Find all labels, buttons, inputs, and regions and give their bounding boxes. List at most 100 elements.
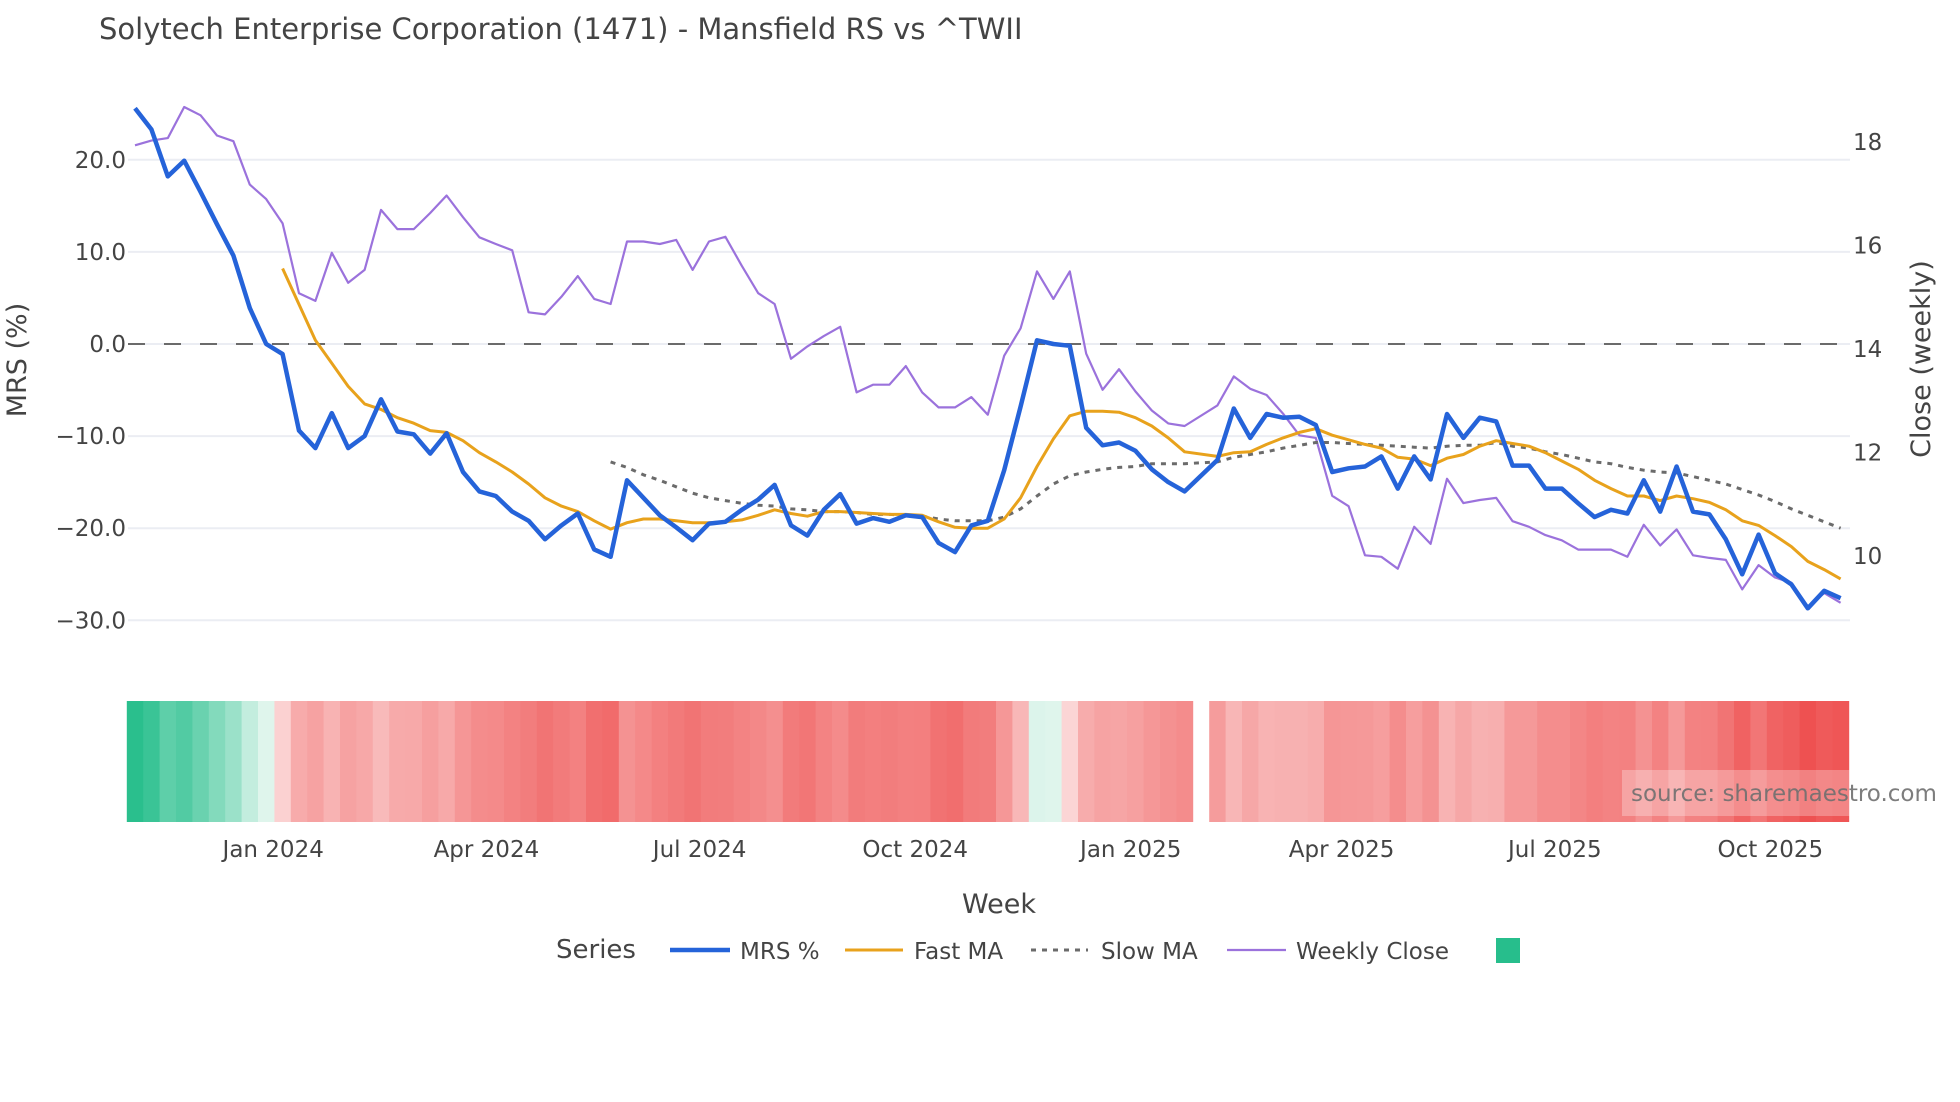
heatmap-cell [1520,701,1538,822]
heatmap-cell [914,701,931,822]
heatmap-cell [1553,701,1571,822]
heatmap-cell [881,701,898,822]
heatmap-cell [389,701,406,822]
heatmap-cell [668,701,685,822]
heatmap-cell [1209,701,1226,822]
x-tick-label: Jan 2025 [1078,837,1181,863]
source-annotation-text: source: sharemaestro.com [1631,781,1937,807]
x-tick-label: Apr 2025 [1289,837,1395,863]
y-axis-right-ticks: 18 16 14 12 10 [1853,130,1882,570]
heatmap-cell [176,701,193,822]
heatmap-cell [684,701,702,822]
legend: Series MRS % Fast MA Slow MA Weekly Clos… [556,935,1520,965]
heatmap-cell [1143,701,1161,822]
y2-tick-label: 10 [1853,544,1882,570]
heatmap-cell [1176,701,1194,822]
heatmap-cell [1471,701,1489,822]
heatmap-cell [208,701,226,822]
heatmap-cell [536,701,554,822]
heatmap-cell [1340,701,1358,822]
heatmap-cell [323,701,341,822]
gridlines [128,158,1850,622]
legend-item-heatmap-swatch[interactable] [1496,938,1520,963]
heatmap-cell [307,701,324,822]
heatmap-cell [897,701,915,822]
y-tick-label: −20.0 [56,516,126,542]
legend-label-slow-ma: Slow MA [1101,939,1198,965]
heatmap-cell [405,701,423,822]
heatmap-cell [372,701,390,822]
heatmap-cell [1635,701,1653,822]
heatmap-cell [258,701,275,822]
y-axis-left-ticks: 20.0 10.0 0.0 −10.0 −20.0 −30.0 [56,148,126,634]
y2-tick-label: 14 [1853,337,1882,363]
x-tick-label: Oct 2025 [1717,837,1823,863]
heatmap-cell [504,701,521,822]
y2-tick-label: 16 [1853,234,1882,260]
series-lines [133,105,1842,611]
legend-item-weekly-close[interactable]: Weekly Close [1227,939,1449,965]
heatmap-cell [1045,701,1062,822]
series-line-fast-ma [281,267,1842,581]
heatmap-cell [1373,701,1390,822]
heatmap-cell [487,701,505,822]
source-annotation-box [1622,770,1871,816]
heatmap-cell [520,701,538,822]
heatmap-cell [815,701,833,822]
heatmap-cell [241,701,259,822]
y-tick-label: 20.0 [75,148,126,174]
heatmap-cell [1488,701,1505,822]
x-tick-label: Apr 2024 [434,837,540,863]
heatmap-cell [1274,701,1292,822]
heatmap-cell [1078,701,1095,822]
heatmap-cell [1652,701,1669,822]
heatmap-cell [1586,701,1604,822]
heatmap-cell [1160,701,1177,822]
heatmap-cell [1537,701,1554,822]
heatmap-cell [1570,701,1587,822]
heatmap-cell [1668,701,1686,822]
heatmap-cell [1750,701,1768,822]
legend-label-fast-ma: Fast MA [914,939,1003,965]
heatmap-cell [1816,701,1833,822]
heatmap-cell [930,701,948,822]
heatmap-cell [1012,701,1030,822]
legend-label-weekly-close: Weekly Close [1296,939,1449,965]
heatmap-cell [1455,701,1472,822]
heatmap-cell [1110,701,1128,822]
mrs-heatmap-strip [126,701,1850,822]
chart-title: Solytech Enterprise Corporation (1471) -… [99,12,1023,46]
heatmap-cell [1734,701,1751,822]
heatmap-cell [1061,701,1079,822]
heatmap-cell [618,701,636,822]
heatmap-cell [1406,701,1423,822]
heatmap-cell [225,701,242,822]
y-tick-label: 0.0 [89,332,126,358]
heatmap-cell [733,701,751,822]
legend-item-slow-ma[interactable]: Slow MA [1031,939,1198,965]
heatmap-cell [553,701,570,822]
heatmap-cell [1783,701,1800,822]
legend-item-fast-ma[interactable]: Fast MA [845,939,1003,965]
source-annotation: source: sharemaestro.com [1622,770,1937,816]
y2-axis-title: Close (weekly) [1906,260,1937,458]
heatmap-cell [1307,701,1325,822]
series-line-weekly-close [134,105,1842,609]
heatmap-cell [356,701,374,822]
heatmap-cell [1094,701,1112,822]
y2-tick-label: 12 [1853,440,1882,466]
heatmap-cell [1619,701,1636,822]
heatmap-cell [766,701,784,822]
heatmap-cell [1504,701,1522,822]
legend-item-mrs[interactable]: MRS % [670,939,820,965]
series-line-slow-ma [610,441,1842,530]
y-tick-label: −30.0 [56,608,126,634]
heatmap-cell [143,701,160,822]
heatmap-cell [1291,701,1308,822]
y-tick-label: 10.0 [75,240,126,266]
heatmap-cell [126,701,144,822]
y2-tick-label: 18 [1853,130,1882,156]
heatmap-cell [586,701,603,822]
heatmap-cell [1799,701,1817,822]
heatmap-cell [192,701,210,822]
